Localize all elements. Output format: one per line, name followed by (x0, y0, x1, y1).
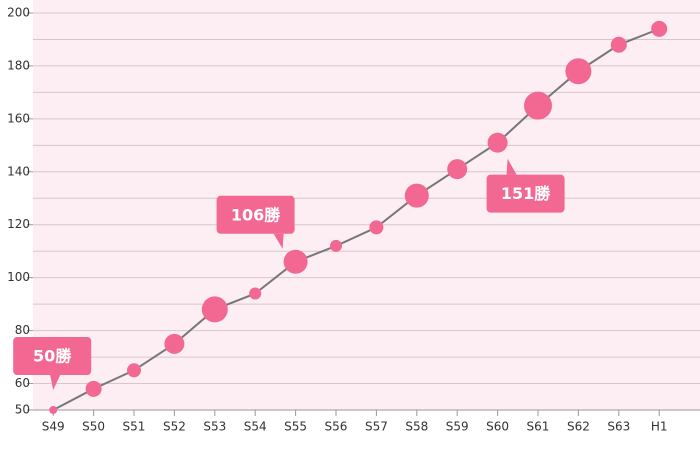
bubble (404, 183, 429, 208)
x-tick-label: S59 (446, 420, 469, 434)
callout-box (13, 337, 92, 375)
line (52, 27, 660, 411)
bubble (283, 249, 308, 274)
y-tick-label: 180 (7, 58, 30, 72)
y-tick-label: 50 (15, 403, 30, 417)
y-tick-label: 160 (7, 111, 30, 125)
callout-box (216, 195, 295, 234)
bubble (651, 20, 668, 37)
plot-area (33, 0, 700, 410)
x-tick-label: S61 (527, 420, 550, 434)
x-tick-label: S62 (567, 420, 590, 434)
x-tick-label: S57 (365, 420, 388, 434)
bubble (249, 287, 262, 300)
x-tick-label: S63 (607, 420, 630, 434)
callout-pointer (50, 375, 61, 390)
y-tick-label: 140 (7, 164, 30, 178)
bubble (49, 406, 58, 414)
x-tick-label: H1 (651, 420, 668, 434)
bubble (127, 363, 141, 378)
bubble (164, 333, 185, 354)
bubble (524, 91, 552, 120)
y-tick-label: 200 (7, 6, 30, 20)
bubble (487, 132, 508, 153)
bubble (369, 220, 384, 235)
x-tick-label: S60 (486, 420, 509, 434)
bubble (85, 380, 102, 397)
y-tick-label: 60 (15, 376, 30, 390)
x-tick-label: S50 (82, 420, 105, 434)
callout-pointer (506, 158, 517, 175)
x-tick-label: S54 (244, 420, 267, 434)
x-tick-label: S53 (203, 420, 226, 434)
bubble (330, 239, 342, 252)
marks (49, 20, 668, 414)
callout-box (486, 174, 565, 213)
bubble (201, 296, 228, 323)
y-tick-label: 120 (7, 217, 30, 231)
y-tick-label: 80 (15, 323, 30, 337)
x-tick-label: S56 (325, 420, 348, 434)
x-tick-label: S51 (123, 420, 146, 434)
bubble (565, 58, 592, 85)
callout-text: 151勝 (501, 184, 551, 203)
x-tick-label: S49 (42, 420, 65, 434)
callout-text: 50勝 (33, 347, 72, 366)
x-tick-label: S58 (405, 420, 428, 434)
bubble (610, 36, 627, 53)
x-tick-label: S55 (284, 420, 307, 434)
callout-text: 106勝 (231, 205, 281, 224)
x-tick-label: S52 (163, 420, 186, 434)
callout-pointer (273, 233, 284, 249)
labels: 50 60 80 100 120 140 160 180 200 S49 S50 S51 S52 S53 S… (7, 6, 667, 434)
y-tick-label: 100 (7, 270, 30, 284)
bubble (447, 159, 468, 180)
